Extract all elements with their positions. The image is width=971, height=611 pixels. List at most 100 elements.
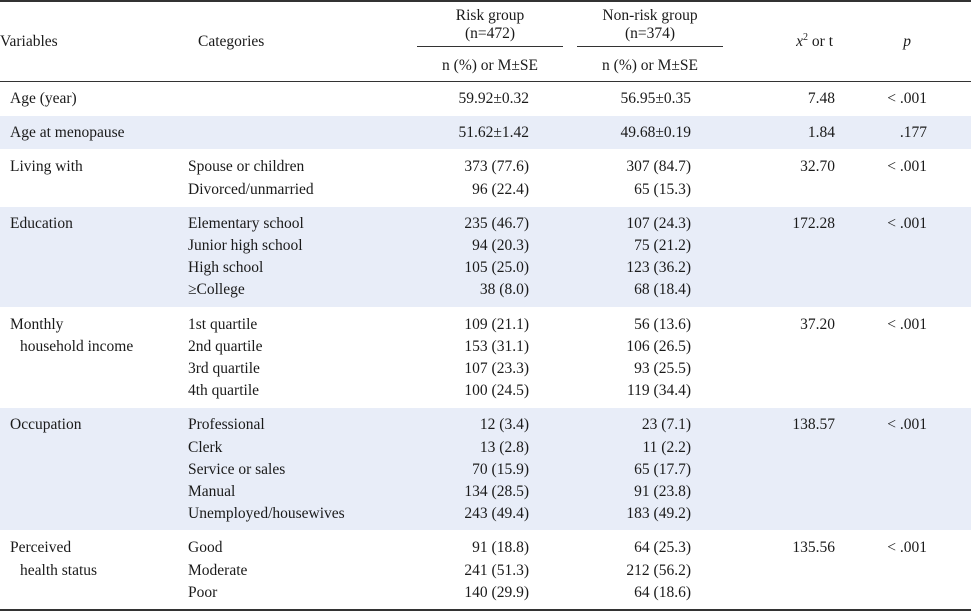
- risk-group-cell-line: 96 (22.4): [472, 180, 529, 198]
- statistic-cell: 138.57: [792, 416, 835, 434]
- header-risk-group-label: Risk group: [455, 6, 525, 24]
- risk-group-cell-line: 134 (28.5): [464, 483, 529, 501]
- p-value-cell: < .001: [887, 416, 927, 434]
- risk-group-cell-line: 12 (3.4): [479, 416, 529, 434]
- nonrisk-group-cell-line: 56.95±0.35: [620, 90, 691, 107]
- header-risk-sub: n (%) or M±SE: [442, 57, 538, 74]
- nonrisk-group-cell-line: 68 (18.4): [634, 281, 691, 299]
- risk-group-cell-line: 38 (8.0): [479, 281, 529, 299]
- risk-group-cell: 109 (21.1) 153 (31.1) 107 (23.3) 100 (24.5): [408, 307, 572, 408]
- risk-group-cell-line: 13 (2.8): [479, 438, 529, 456]
- category-cell-line: Divorced/unmarried: [188, 180, 314, 198]
- variable-cell: Living with: [0, 150, 183, 206]
- nonrisk-group-cell: 64 (25.3) 212 (56.2) 64 (18.6): [572, 531, 728, 610]
- risk-group-cell-line: 70 (15.9): [472, 460, 529, 478]
- category-cell-line: 3rd quartile: [188, 360, 260, 378]
- table-row: Age at menopause 51.62±1.42 49.68±0.19 1.84…: [0, 115, 971, 150]
- variable-cell: Age at menopause: [0, 116, 183, 150]
- table-row: Occupation Professional Clerk Service or sa…: [0, 407, 971, 531]
- header-nonrisk-sub: n (%) or M±SE: [602, 57, 698, 74]
- nonrisk-group-cell-line: 91 (23.8): [634, 483, 691, 501]
- risk-group-cell: 373 (77.6) 96 (22.4): [408, 150, 572, 206]
- variable-cell-line: Age at menopause: [10, 124, 125, 142]
- statistic-cell: 1.84: [807, 124, 835, 142]
- statistic-cell: 37.20: [800, 315, 835, 333]
- p-value-cell: < .001: [887, 158, 927, 176]
- risk-group-cell-line: 91 (18.8): [472, 539, 529, 557]
- nonrisk-group-cell-line: 23 (7.1): [641, 416, 691, 434]
- category-cell-line: High school: [188, 259, 264, 277]
- header-risk-group: Risk group (n=472): [408, 1, 572, 51]
- header-nonrisk-group-n: (n=374): [624, 24, 676, 42]
- nonrisk-group-cell-line: 119 (34.4): [627, 382, 691, 400]
- category-cell: [183, 116, 408, 150]
- category-cell: Professional Clerk Service or sales Manual U…: [183, 408, 408, 531]
- variable-cell-line: Education: [10, 214, 73, 232]
- p-value-cell: < .001: [887, 90, 927, 107]
- category-cell-line: Junior high school: [188, 237, 303, 255]
- nonrisk-group-cell-line: 307 (84.7): [626, 158, 691, 176]
- category-cell-line: Unemployed/housewives: [188, 505, 345, 523]
- statistic-cell: 135.56: [792, 539, 835, 557]
- variable-cell: Monthly household income: [0, 307, 183, 408]
- nonrisk-group-cell-line: 49.68±0.19: [620, 124, 691, 142]
- category-cell-line: Clerk: [188, 438, 223, 456]
- risk-group-cell-line: 373 (77.6): [464, 158, 529, 176]
- category-cell-line: Good: [188, 539, 223, 557]
- risk-group-cell-line: 140 (29.9): [464, 583, 529, 601]
- variable-cell-line: Living with: [10, 158, 83, 176]
- category-cell-line: 1st quartile: [188, 315, 258, 333]
- category-cell-line: 4th quartile: [188, 382, 260, 400]
- nonrisk-group-cell-line: 106 (26.5): [626, 337, 691, 355]
- variable-cell: Perceived health status: [0, 531, 183, 610]
- nonrisk-group-cell: 23 (7.1) 11 (2.2) 65 (17.7) 91 (23.8) 183 (4…: [572, 408, 728, 531]
- risk-group-cell-line: 107 (23.3): [464, 360, 529, 378]
- variable-cell-line: Perceived: [10, 539, 72, 557]
- category-cell-line: 2nd quartile: [188, 337, 263, 355]
- header-categories: Categories: [198, 32, 265, 50]
- nonrisk-group-cell-line: 65 (17.7): [634, 460, 691, 478]
- table-row: Age (year) 59.92±0.32 56.95±0.35 7.48 < .001: [0, 82, 971, 116]
- header-variables: Variables: [0, 32, 58, 50]
- nonrisk-group-cell-line: 212 (56.2): [626, 561, 691, 579]
- risk-group-cell: 91 (18.8) 241 (51.3) 140 (29.9): [408, 531, 572, 610]
- risk-group-cell-line: 105 (25.0): [464, 259, 529, 277]
- table-header: Variables Categories Risk group (n=472) …: [0, 1, 971, 82]
- variable-cell-line: Occupation: [10, 416, 82, 434]
- risk-group-cell-line: 59.92±0.32: [458, 90, 529, 107]
- nonrisk-group-cell-line: 56 (13.6): [634, 315, 691, 333]
- category-cell-line: Spouse or children: [188, 158, 305, 176]
- header-nonrisk-group: Non-risk group (n=374): [572, 1, 728, 51]
- risk-group-cell: 12 (3.4) 13 (2.8) 70 (15.9) 134 (28.5) 243 (…: [408, 408, 572, 531]
- risk-group-cell-line: 109 (21.1): [464, 315, 529, 333]
- variable-cell-line: Monthly: [10, 315, 64, 333]
- category-cell-line: Service or sales: [188, 460, 286, 478]
- p-value-cell: < .001: [887, 315, 927, 333]
- category-cell-line: Poor: [188, 583, 218, 601]
- category-cell: Spouse or children Divorced/unmarried: [183, 150, 408, 206]
- category-cell: Elementary school Junior high school High …: [183, 206, 408, 307]
- risk-group-cell-line: 51.62±1.42: [458, 124, 529, 142]
- nonrisk-group-cell-line: 64 (18.6): [634, 583, 691, 601]
- statistic-cell: 32.70: [800, 158, 835, 176]
- nonrisk-group-cell-line: 75 (21.2): [634, 237, 691, 255]
- variable-cell-line: household income: [20, 337, 134, 355]
- nonrisk-group-cell-line: 123 (36.2): [626, 259, 691, 277]
- nonrisk-group-cell-line: 11 (2.2): [642, 438, 692, 456]
- p-value-cell: .177: [899, 124, 927, 142]
- nonrisk-group-cell-line: 107 (24.3): [626, 214, 691, 232]
- nonrisk-group-cell: 307 (84.7) 65 (15.3): [572, 150, 728, 206]
- variable-cell: Education: [0, 206, 183, 307]
- variable-cell: Age (year): [0, 82, 183, 116]
- statistic-cell: 172.28: [792, 214, 835, 232]
- category-cell-line: Elementary school: [188, 214, 304, 232]
- nonrisk-group-cell: 56 (13.6) 106 (26.5) 93 (25.5) 119 (34.4): [572, 307, 728, 408]
- category-cell-line: Moderate: [188, 561, 248, 579]
- header-statistic-sup: 2: [803, 31, 809, 43]
- nonrisk-group-cell: 107 (24.3) 75 (21.2) 123 (36.2) 68 (18.4): [572, 206, 728, 307]
- category-cell-line: ≥College: [188, 281, 245, 299]
- category-cell: 1st quartile 2nd quartile 3rd quartile 4th …: [183, 307, 408, 408]
- table-row: Living with Spouse or children Divorced/un…: [0, 150, 971, 207]
- risk-group-cell-line: 94 (20.3): [472, 237, 529, 255]
